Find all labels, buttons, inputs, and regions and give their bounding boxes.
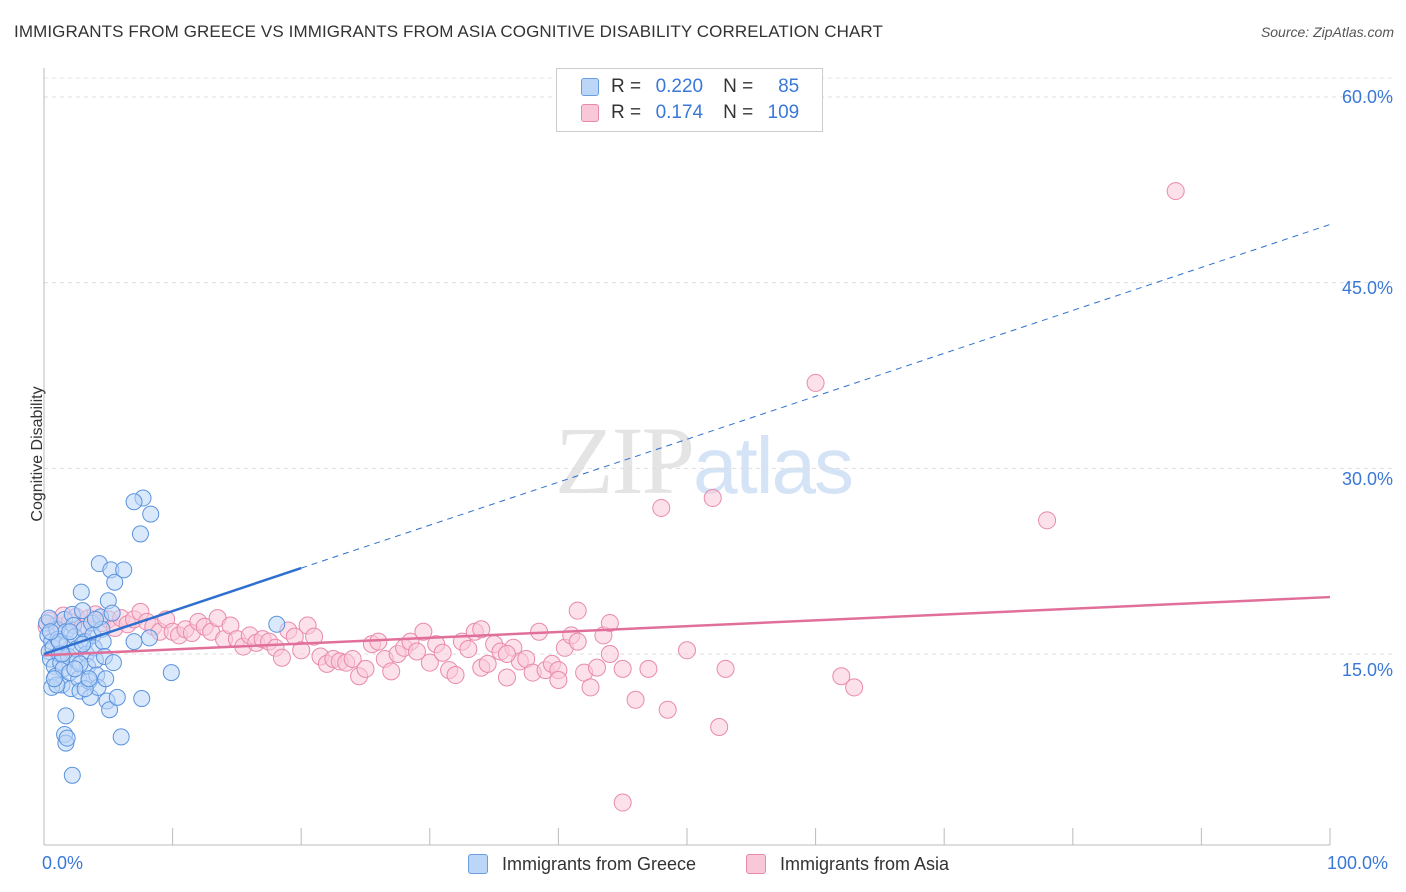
legend-n-asia: 109 xyxy=(767,102,800,123)
data-point-greece xyxy=(115,561,133,579)
data-point-asia xyxy=(658,700,677,719)
data-point-asia xyxy=(478,654,497,673)
data-point-asia xyxy=(613,793,632,812)
chart-title: IMMIGRANTS FROM GREECE VS IMMIGRANTS FRO… xyxy=(14,22,883,41)
data-point-asia xyxy=(305,627,324,646)
data-point-greece xyxy=(63,766,81,784)
y-tick-label-45: 45.0% xyxy=(1341,278,1393,298)
data-point-asia xyxy=(459,640,478,659)
bottom-legend-swatch-asia xyxy=(746,854,766,874)
data-point-greece xyxy=(72,583,90,601)
x-tick-label-min: 0.0% xyxy=(42,853,84,873)
data-point-greece xyxy=(57,707,75,725)
data-point-asia xyxy=(420,653,439,672)
data-point-asia xyxy=(613,659,632,678)
bottom-legend-asia: Immigrants from Asia xyxy=(746,852,949,876)
data-point-greece xyxy=(61,623,79,641)
data-point-asia xyxy=(832,667,851,686)
bottom-legend-label-asia: Immigrants from Asia xyxy=(780,853,950,874)
data-point-asia xyxy=(497,645,516,663)
data-point-asia xyxy=(382,662,401,681)
stats-legend: R = 0.220 N = 85 R = 0.174 N = 109 xyxy=(556,68,823,132)
data-point-asia xyxy=(497,668,516,687)
legend-row-greece: R = 0.220 N = 85 xyxy=(581,75,799,99)
trend-line-asia xyxy=(43,595,1331,657)
legend-row-asia: R = 0.174 N = 109 xyxy=(581,101,799,125)
watermark-zip: ZIP xyxy=(555,407,695,514)
bottom-legend-label-greece: Immigrants from Greece xyxy=(502,853,697,874)
data-point-greece xyxy=(74,602,92,620)
data-point-greece xyxy=(58,729,76,747)
data-point-asia xyxy=(678,641,696,660)
data-point-greece xyxy=(106,573,124,591)
data-point-asia xyxy=(703,489,722,508)
data-point-asia xyxy=(292,641,311,660)
data-point-greece xyxy=(104,654,122,672)
y-tick-label-60: 60.0% xyxy=(1341,87,1393,107)
data-point-asia xyxy=(568,632,587,651)
legend-r-greece: 0.220 xyxy=(655,76,704,97)
data-point-asia xyxy=(1038,511,1057,530)
legend-r-asia: 0.174 xyxy=(655,102,704,123)
data-point-asia xyxy=(568,601,587,620)
trend-line-greece xyxy=(43,566,302,656)
data-point-asia xyxy=(433,643,452,662)
data-point-greece xyxy=(103,604,121,622)
data-point-asia xyxy=(414,622,433,641)
data-point-greece xyxy=(268,615,286,633)
data-point-asia xyxy=(581,678,600,697)
y-axis-title: Cognitive Disability xyxy=(29,386,46,522)
data-point-greece xyxy=(86,610,104,628)
y-tick-label-15: 15.0% xyxy=(1341,660,1393,680)
data-point-greece xyxy=(131,525,149,543)
data-point-greece xyxy=(97,670,115,688)
data-point-asia xyxy=(356,659,375,678)
data-point-asia xyxy=(272,648,291,667)
data-point-asia xyxy=(626,690,645,709)
watermark: ZIPatlas xyxy=(555,405,854,516)
legend-n-label: N = xyxy=(723,102,754,123)
data-point-greece xyxy=(41,623,59,641)
data-point-asia xyxy=(549,670,568,689)
legend-swatch-asia xyxy=(581,104,599,122)
data-point-asia xyxy=(710,718,729,737)
data-point-greece xyxy=(101,701,119,719)
data-point-asia xyxy=(343,649,362,668)
data-point-asia xyxy=(806,373,825,392)
legend-r-label: R = xyxy=(611,76,642,97)
data-point-greece xyxy=(108,688,126,706)
data-point-asia xyxy=(446,666,465,685)
data-point-greece xyxy=(45,670,63,688)
data-point-asia xyxy=(639,659,658,678)
data-point-greece xyxy=(112,728,130,746)
data-point-asia xyxy=(600,614,619,633)
chart-source: Source: ZipAtlas.com xyxy=(1260,24,1394,40)
data-point-asia xyxy=(845,678,864,697)
data-point-greece xyxy=(80,670,98,688)
data-point-asia xyxy=(407,642,426,661)
data-point-asia xyxy=(472,620,491,639)
x-tick-label-max: 100.0% xyxy=(1327,853,1389,873)
y-tick-label-30: 30.0% xyxy=(1341,469,1393,489)
legend-r-label: R = xyxy=(611,102,642,123)
data-point-greece xyxy=(133,690,151,708)
legend-n-greece: 85 xyxy=(778,76,800,97)
data-point-greece xyxy=(140,629,158,647)
data-point-greece xyxy=(125,633,143,651)
data-point-asia xyxy=(1166,182,1185,201)
bottom-legend-swatch-greece xyxy=(468,854,488,874)
data-point-asia xyxy=(587,658,606,677)
data-point-asia xyxy=(652,498,671,517)
trend-line-greece-extrapolated xyxy=(301,224,1331,569)
legend-swatch-greece xyxy=(581,78,599,96)
data-point-asia xyxy=(716,659,735,678)
legend-n-label: N = xyxy=(723,76,754,97)
data-point-greece xyxy=(162,664,180,682)
data-point-greece xyxy=(66,660,84,678)
data-point-greece xyxy=(142,505,160,523)
data-point-greece xyxy=(125,493,143,511)
data-point-asia xyxy=(600,645,619,663)
bottom-legend-greece: Immigrants from Greece xyxy=(468,852,696,876)
